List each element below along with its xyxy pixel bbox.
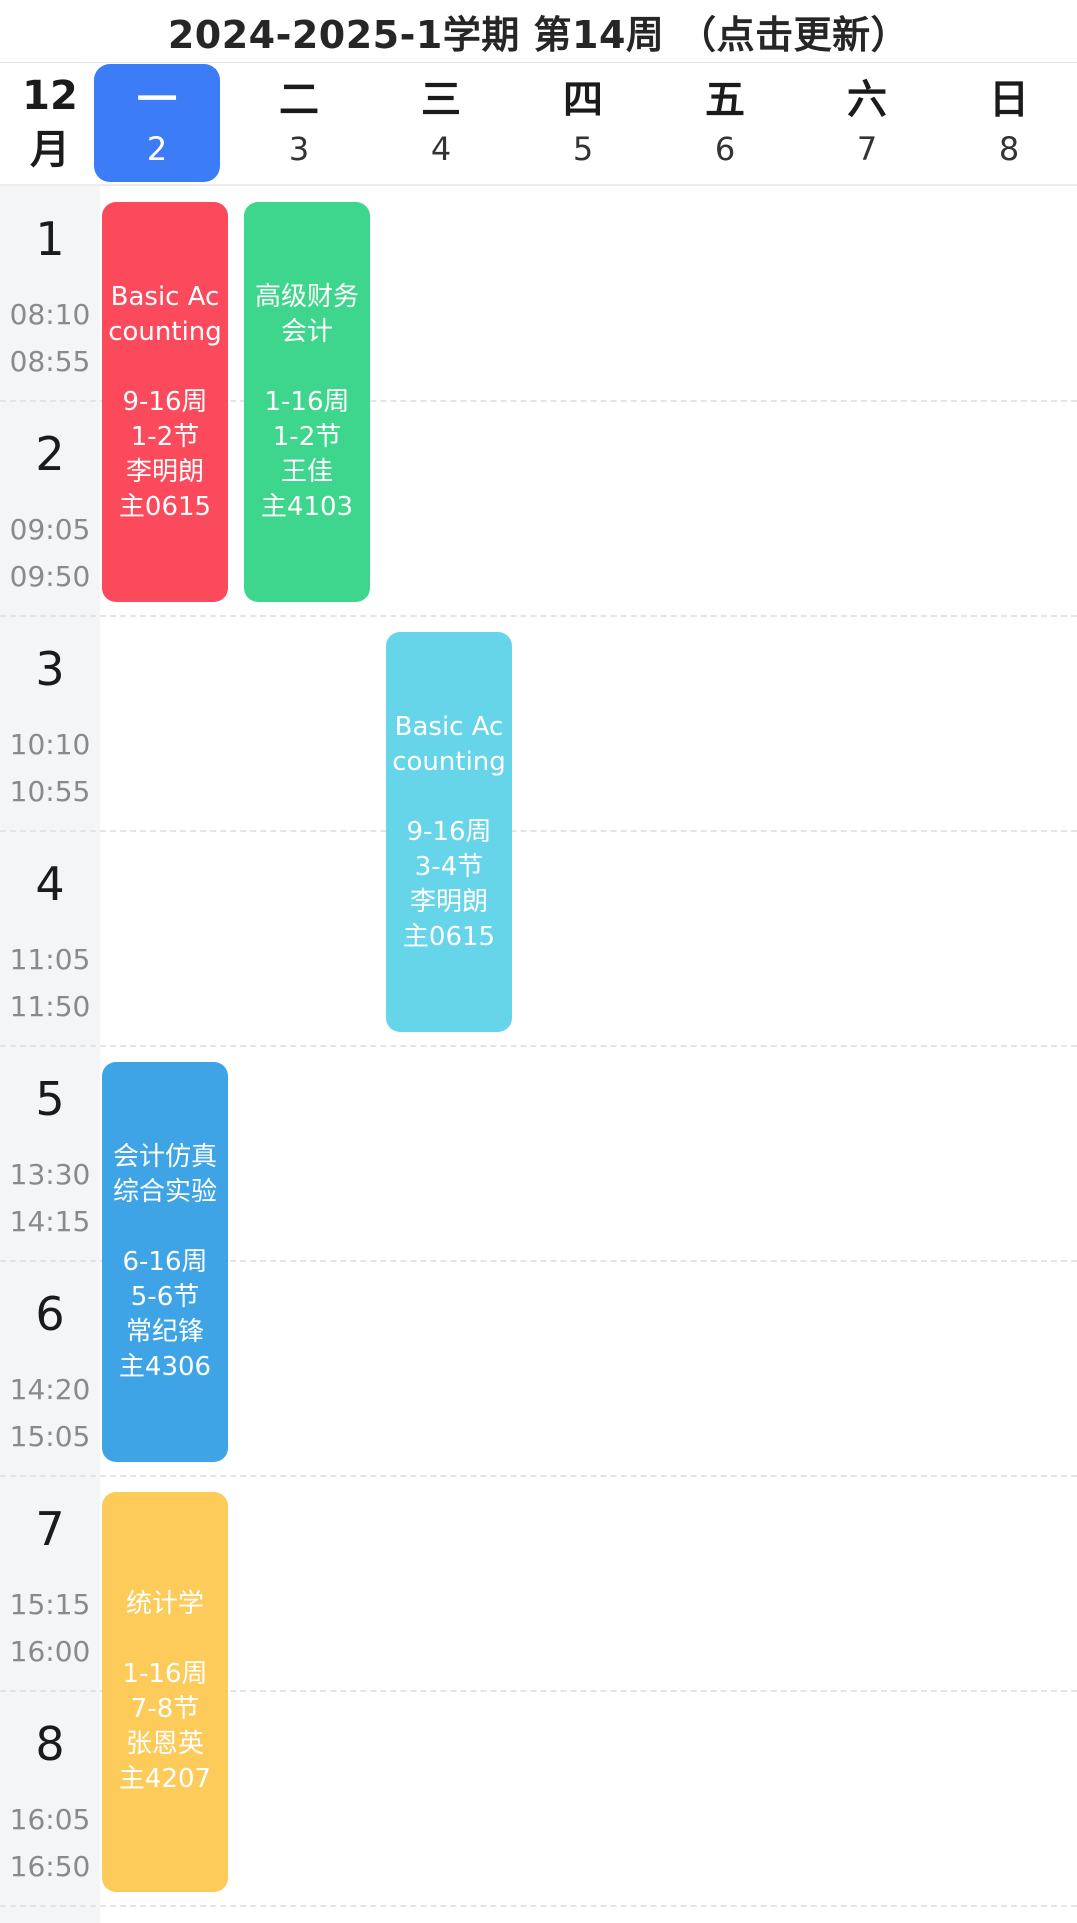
course-weeks: 9-16周 [122,386,208,417]
course-weeks: 1-16周 [122,1659,208,1689]
period-number: 2 [35,427,65,481]
day-date: 8 [998,130,1020,168]
day-date: 7 [856,130,878,168]
period-4: 4 11:05 11:50 [0,831,100,1046]
row-divider [0,1690,1077,1692]
course-teacher: 王佳 [280,456,333,487]
period-end-time: 15:05 [9,1420,91,1453]
day-name: 一 [137,77,177,123]
period-end-time: 09:50 [9,560,91,593]
period-start-time: 09:05 [9,513,91,546]
period-start-time: 10:10 [9,728,91,761]
course-weeks: 9-16周 [406,816,492,847]
row-divider [0,615,1077,617]
course-card[interactable]: 高级财务会计 1-16周 1-2节王佳主4103 [244,202,370,602]
day-name: 六 [847,77,887,123]
period-8: 8 16:05 16:50 [0,1691,100,1906]
period-column [0,186,100,1923]
day-name: 日 [989,77,1029,123]
header-divider [0,184,1077,186]
week-title-bar[interactable]: 2024-2025-1学期 第14周 （点击更新） [0,0,1077,62]
month-number: 12 [22,73,78,119]
period-start-time: 11:05 [9,943,91,976]
course-name: 高级财务会计 [254,281,359,347]
period-start-time: 15:15 [9,1588,91,1621]
course-sessions: 7-8节 [130,1694,200,1724]
period-number: 7 [35,1502,65,1556]
course-name: 会计仿真综合实验 [112,1141,217,1207]
period-number: 5 [35,1072,65,1126]
course-name: Basic Accounting [108,281,222,347]
period-end-time: 08:55 [9,345,91,378]
period-start-time: 16:05 [9,1803,91,1836]
course-room: 主4103 [260,491,354,522]
course-name: Basic Accounting [392,711,506,777]
day-name: 三 [421,77,461,123]
course-name: 统计学 [125,1589,204,1619]
period-2: 2 09:05 09:50 [0,401,100,616]
row-divider [0,1475,1077,1477]
period-number: 1 [35,212,65,266]
course-card[interactable]: 会计仿真综合实验 6-16周 5-6节常纪锋主4306 [102,1062,228,1462]
row-divider [0,1045,1077,1047]
course-weeks: 1-16周 [264,386,350,417]
period-number: 4 [35,857,65,911]
day-name: 二 [279,77,319,123]
course-sessions: 1-2节 [272,421,342,452]
week-title[interactable]: 2024-2025-1学期 第14周 （点击更新） [167,12,910,57]
day-date: 2 [146,130,168,168]
period-start-time: 13:30 [9,1158,91,1191]
period-end-time: 11:50 [9,990,91,1023]
course-card[interactable]: Basic Accounting 9-16周 3-4节李明朗主0615 [386,632,512,1032]
day-date: 5 [572,130,594,168]
day-date: 3 [288,130,310,168]
course-room: 主4306 [118,1351,212,1382]
row-divider [0,1260,1077,1262]
course-card[interactable]: 统计学 1-16周 7-8节张恩英主4207 [102,1492,228,1892]
period-1: 1 08:10 08:55 [0,186,100,401]
course-teacher: 李明朗 [125,456,204,487]
course-weeks: 6-16周 [122,1246,208,1277]
period-5: 5 13:30 14:15 [0,1046,100,1261]
period-6: 6 14:20 15:05 [0,1261,100,1476]
day-name: 五 [705,77,745,123]
title-divider [0,62,1077,63]
day-name: 四 [563,77,603,123]
period-end-time: 14:15 [9,1205,91,1238]
period-start-time: 14:20 [9,1373,91,1406]
day-date: 6 [714,130,736,168]
month-unit: 月 [30,127,70,173]
period-number: 3 [35,642,65,696]
period-start-time: 08:10 [9,298,91,331]
row-divider [0,1905,1077,1907]
period-end-time: 16:50 [9,1850,91,1883]
row-divider [0,830,1077,832]
period-3: 3 10:10 10:55 [0,616,100,831]
course-sessions: 5-6节 [130,1281,200,1312]
period-end-time: 16:00 [9,1635,91,1668]
day-date: 4 [430,130,452,168]
month-label: 12 月 [0,62,100,184]
course-room: 主4207 [118,1764,212,1794]
period-7: 7 15:15 16:00 [0,1476,100,1691]
course-teacher: 张恩英 [125,1729,204,1759]
period-end-time: 10:55 [9,775,91,808]
course-room: 主0615 [118,491,212,522]
period-number: 8 [35,1717,65,1771]
row-divider [0,400,1077,402]
course-sessions: 3-4节 [414,851,484,882]
course-teacher: 常纪锋 [125,1316,204,1347]
course-room: 主0615 [402,921,496,952]
period-number: 6 [35,1287,65,1341]
course-sessions: 1-2节 [130,421,200,452]
course-teacher: 李明朗 [409,886,488,917]
course-card[interactable]: Basic Accounting 9-16周 1-2节李明朗主0615 [102,202,228,602]
